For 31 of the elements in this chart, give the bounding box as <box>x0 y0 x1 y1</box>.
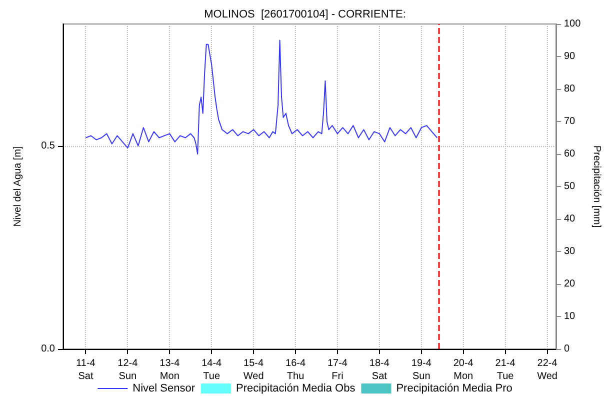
x-tick-label: 13-4 Mon <box>160 358 180 382</box>
y-tick-label: 0.5 <box>41 140 56 152</box>
x-tick-label: 18-4 Sat <box>369 358 390 382</box>
x-tick-label: 16-4 Thu <box>286 358 306 382</box>
y2-tick-label: 40 <box>564 214 576 224</box>
y2-tick-label: 20 <box>564 278 576 290</box>
x-tick-label: 22-4 Wed <box>537 358 558 382</box>
y2-tick-label: 90 <box>564 51 576 62</box>
x-tick-label: 15-4 Wed <box>243 358 264 382</box>
y2-tick-label: 10 <box>564 311 576 322</box>
legend-label: Precipitación Media Pro <box>396 382 512 394</box>
x-tick-label: 17-4 Fri <box>327 358 348 382</box>
x-tick-label: 12-4 Sun <box>118 358 138 382</box>
x-tick-label: 19-4 Sun <box>411 358 432 382</box>
x-tick-label: 11-4 Sat <box>76 358 96 382</box>
x-tick-label: 20-4 Mon <box>453 358 474 382</box>
legend-label: Precipitación Media Obs <box>236 382 356 394</box>
y2-tick-label: 0 <box>564 344 570 354</box>
y-axis-title: Nivel del Agua [m] <box>12 146 24 227</box>
legend-label: Nivel Sensor <box>132 382 196 394</box>
y-tick-label: 0.0 <box>41 344 56 354</box>
y2-tick-label: 100 <box>564 18 582 30</box>
y2-tick-label: 80 <box>564 84 576 94</box>
chart-title: MOLINOS [2601700104] - CORRIENTE: <box>204 8 406 20</box>
y2-tick-label: 50 <box>564 181 576 192</box>
x-tick-label: 14-4 Tue <box>202 358 222 382</box>
x-tick-label: 21-4 Tue <box>495 358 516 382</box>
y2-tick-label: 70 <box>564 116 576 127</box>
y2-axis-title: Precipitación [mm] <box>591 145 602 228</box>
y2-tick-label: 30 <box>564 246 576 257</box>
y2-tick-label: 60 <box>564 148 576 160</box>
